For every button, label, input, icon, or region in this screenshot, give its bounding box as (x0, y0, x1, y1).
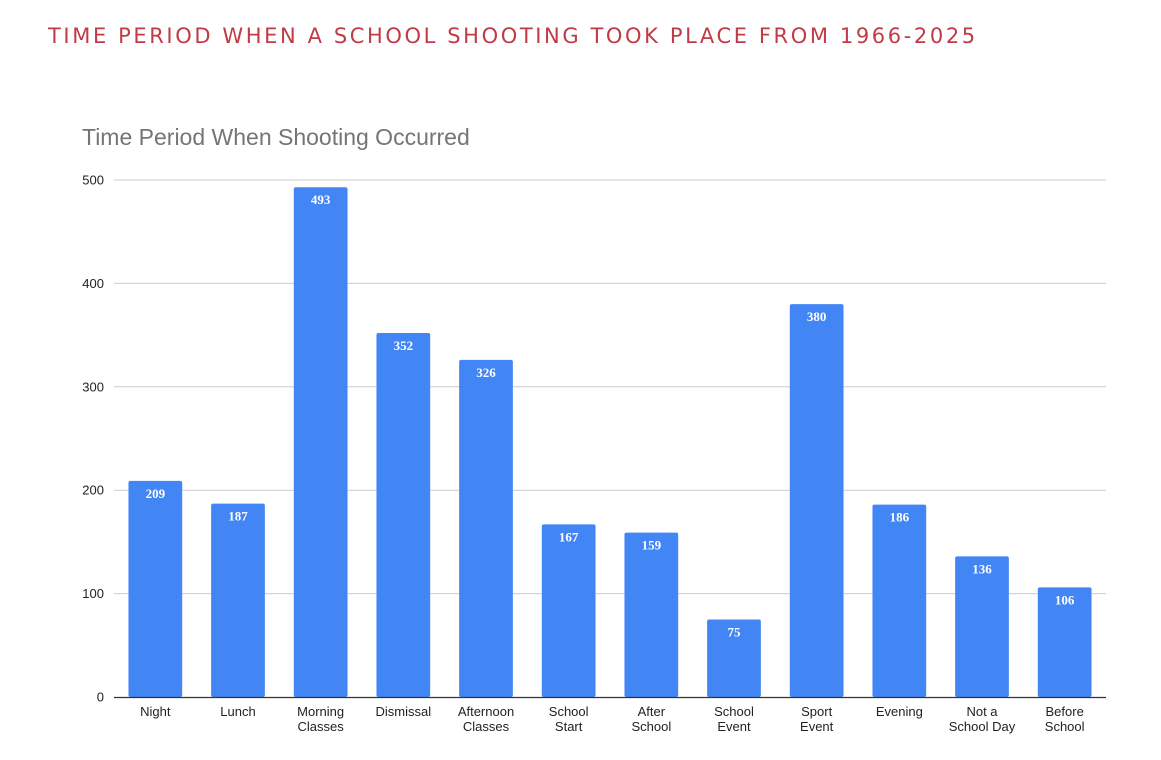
bar (459, 359, 513, 697)
bar-value-label: 186 (890, 510, 910, 525)
bars (128, 187, 1092, 697)
bar-value-label: 167 (559, 529, 579, 544)
bar (541, 524, 596, 697)
bar-value-label: 326 (476, 365, 496, 380)
x-tick-label: Evening (876, 704, 923, 719)
bar (872, 504, 927, 697)
x-tick-label: School Start (549, 704, 589, 734)
x-tick-label: Afternoon Classes (458, 704, 514, 734)
bar (789, 304, 844, 697)
y-tick-label: 500 (82, 173, 104, 188)
bar (376, 333, 431, 697)
bar-value-label: 75 (728, 624, 742, 639)
x-tick-label: Lunch (220, 704, 255, 719)
bar-value-label: 352 (394, 338, 414, 353)
y-axis: 0 100 200 300 400 500 (82, 173, 104, 705)
y-tick-label: 200 (82, 483, 104, 498)
x-tick-label: Before School (1045, 704, 1085, 734)
x-tick-label: Night (140, 704, 171, 719)
data-labels: 209 187 493 352 326 167 159 75 380 186 136 106 (146, 192, 1075, 639)
bar-value-label: 209 (146, 486, 166, 501)
y-tick-label: 400 (82, 276, 104, 291)
page-heading: TIME PERIOD WHEN A SCHOOL SHOOTING TOOK … (48, 24, 978, 48)
y-tick-label: 100 (82, 586, 104, 601)
bar (293, 187, 348, 697)
y-tick-label: 300 (82, 379, 104, 394)
x-tick-label: School Event (714, 704, 754, 734)
bar-value-label: 493 (311, 192, 331, 207)
bar (1037, 587, 1092, 697)
bar (211, 503, 265, 697)
bar (707, 619, 761, 697)
bar-value-label: 106 (1055, 592, 1075, 607)
y-tick-label: 0 (97, 690, 104, 705)
bar (624, 532, 679, 697)
chart-title: Time Period When Shooting Occurred (82, 124, 470, 150)
bar-value-label: 136 (972, 561, 992, 576)
x-tick-label: Sport Event (800, 704, 834, 734)
bar-value-label: 187 (228, 509, 248, 524)
bar-value-label: 159 (642, 538, 662, 553)
x-tick-label: Morning Classes (297, 704, 344, 734)
x-axis: Night Lunch Morning Classes Dismissal Afterno… (114, 696, 1106, 734)
x-tick-label: After School (631, 704, 671, 734)
bar-value-label: 380 (807, 309, 827, 324)
x-tick-label: Not a School Day (949, 704, 1016, 734)
gridlines (114, 179, 1106, 595)
x-tick-label: Dismissal (376, 704, 432, 719)
bar (128, 480, 183, 697)
bar (955, 556, 1009, 697)
